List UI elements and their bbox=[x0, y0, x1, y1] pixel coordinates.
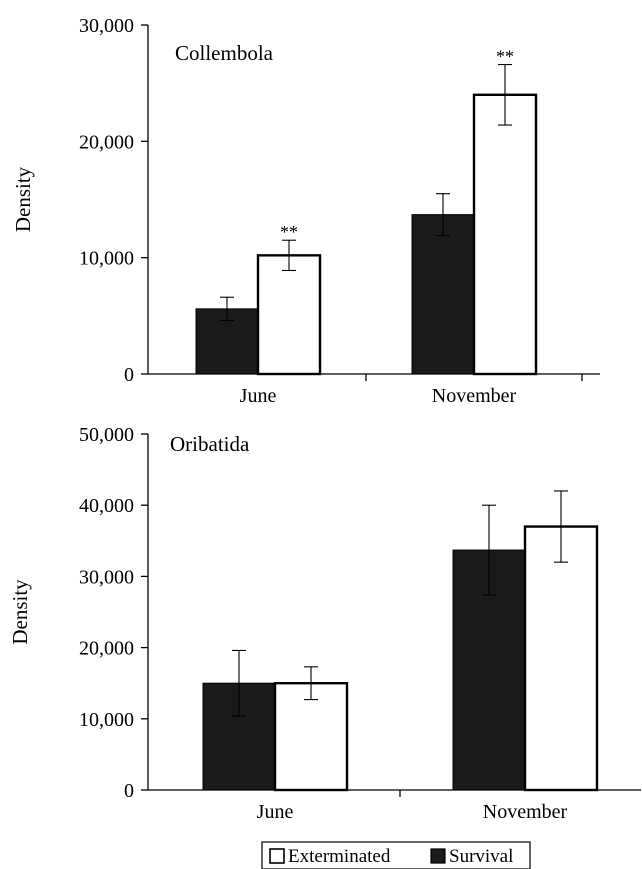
bar-survival-november bbox=[411, 214, 475, 375]
significance-label: ** bbox=[280, 222, 298, 242]
y-tick-label: 30,000 bbox=[79, 15, 134, 37]
chart-panel-collembola: 0 10,000 20,000 30,000 June November ** ** Colle… bbox=[11, 15, 600, 407]
y-tick-label: 30,000 bbox=[79, 566, 134, 588]
significance-label: ** bbox=[496, 47, 514, 67]
chart-panel-oribatida: 0 10,000 20,000 30,000 40,000 50,000 June Novem… bbox=[8, 424, 641, 823]
y-tick-label: 20,000 bbox=[79, 131, 134, 153]
y-tick-label: 40,000 bbox=[79, 495, 134, 517]
y-tick-label: 10,000 bbox=[79, 709, 134, 731]
x-tick-label: November bbox=[483, 801, 568, 823]
y-tick-label: 50,000 bbox=[79, 424, 134, 446]
y-tick-label: 0 bbox=[124, 364, 134, 386]
legend-label-exterminated: Exterminated bbox=[288, 846, 391, 867]
y-axis-title: Density bbox=[11, 166, 35, 232]
panel-title: Collembola bbox=[175, 41, 274, 65]
bar-exterminated-june bbox=[256, 254, 322, 376]
y-axis-title: Density bbox=[8, 579, 32, 645]
bar-exterminated-november bbox=[472, 93, 538, 376]
x-tick-label: June bbox=[240, 385, 277, 407]
panel-title: Oribatida bbox=[170, 432, 250, 456]
bar-exterminated-november bbox=[523, 525, 599, 792]
legend-frame bbox=[261, 841, 531, 869]
legend-swatch-exterminated bbox=[269, 848, 285, 864]
legend-swatch-survival bbox=[430, 848, 446, 864]
x-tick-label: June bbox=[257, 801, 294, 823]
y-tick-label: 20,000 bbox=[79, 638, 134, 660]
x-tick-label: November bbox=[432, 385, 517, 407]
legend: Exterminated Survival bbox=[261, 841, 531, 869]
y-tick-label: 10,000 bbox=[79, 248, 134, 270]
bar-exterminated-june bbox=[273, 682, 349, 792]
y-tick-label: 0 bbox=[124, 780, 134, 802]
legend-label-survival: Survival bbox=[449, 846, 513, 867]
